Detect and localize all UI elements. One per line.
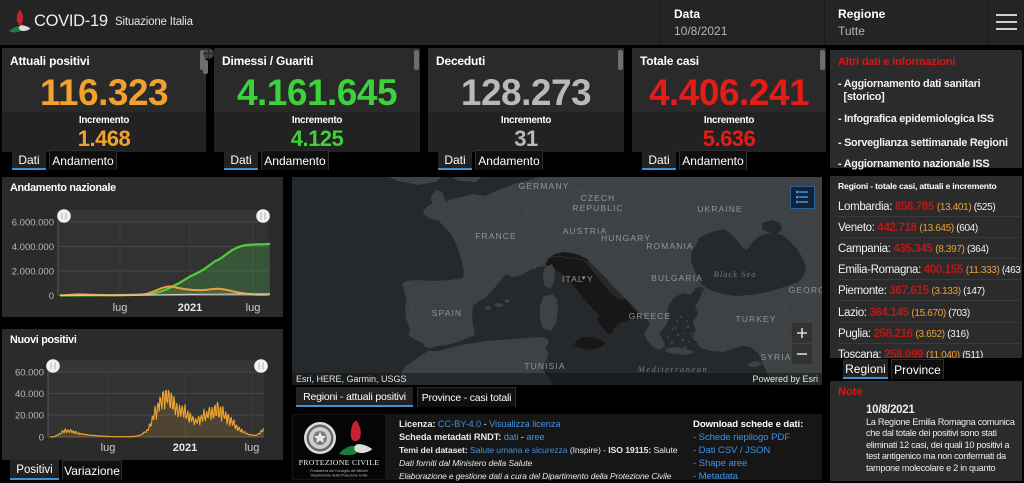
- svg-text:Powered by Esri: Powered by Esri: [752, 374, 818, 384]
- svg-text:SPAIN: SPAIN: [432, 308, 462, 318]
- svg-text:60.000: 60.000: [15, 368, 44, 379]
- svg-text:GERMANY: GERMANY: [519, 181, 570, 191]
- svg-text:AUSTRIA: AUSTRIA: [563, 226, 608, 236]
- svg-text:0: 0: [49, 291, 54, 302]
- svg-text:0: 0: [39, 433, 44, 444]
- svg-text:TUNISIA: TUNISIA: [524, 361, 565, 371]
- svg-text:40.000: 40.000: [15, 389, 44, 400]
- svg-text:20.000: 20.000: [15, 411, 44, 422]
- svg-text:lug: lug: [113, 302, 128, 314]
- svg-text:2.000.000: 2.000.000: [12, 267, 54, 278]
- svg-text:Dipartimento della Protezione: Dipartimento della Protezione Civile: [311, 474, 368, 478]
- svg-text:Black Sea: Black Sea: [714, 269, 757, 279]
- svg-text:FRANCE: FRANCE: [475, 231, 517, 241]
- svg-text:CZECH: CZECH: [581, 193, 616, 203]
- svg-text:2021: 2021: [178, 302, 202, 314]
- svg-text:GREECE: GREECE: [629, 311, 672, 321]
- svg-text:ITAL: ITAL: [562, 274, 584, 284]
- svg-text:Mediterranean: Mediterranean: [637, 364, 709, 374]
- svg-text:REPUBLIC: REPUBLIC: [572, 203, 623, 213]
- svg-text:SYRIA: SYRIA: [760, 352, 791, 362]
- svg-text:2021: 2021: [173, 442, 197, 454]
- svg-text:ROMANIA: ROMANIA: [646, 241, 693, 251]
- svg-text:PROTEZIONE CIVILE: PROTEZIONE CIVILE: [299, 458, 380, 467]
- svg-text:6.000.000: 6.000.000: [12, 218, 54, 229]
- svg-text:lug: lug: [246, 302, 261, 314]
- svg-text:Y: Y: [587, 274, 593, 284]
- svg-text:TURKEY: TURKEY: [735, 314, 776, 324]
- svg-text:HUNGARY: HUNGARY: [601, 233, 651, 243]
- svg-text:Esri, HERE, Garmin, USGS: Esri, HERE, Garmin, USGS: [296, 374, 407, 384]
- svg-text:lug: lug: [101, 442, 116, 454]
- svg-text:4.000.000: 4.000.000: [12, 242, 54, 253]
- svg-text:UKRAINE: UKRAINE: [697, 204, 743, 214]
- svg-text:BULGARIA: BULGARIA: [651, 273, 703, 283]
- svg-text:lug: lug: [245, 442, 260, 454]
- svg-text:Presidenza del Consiglio dei M: Presidenza del Consiglio dei Ministri: [310, 469, 368, 473]
- svg-text:GEORGI: GEORGI: [789, 285, 822, 295]
